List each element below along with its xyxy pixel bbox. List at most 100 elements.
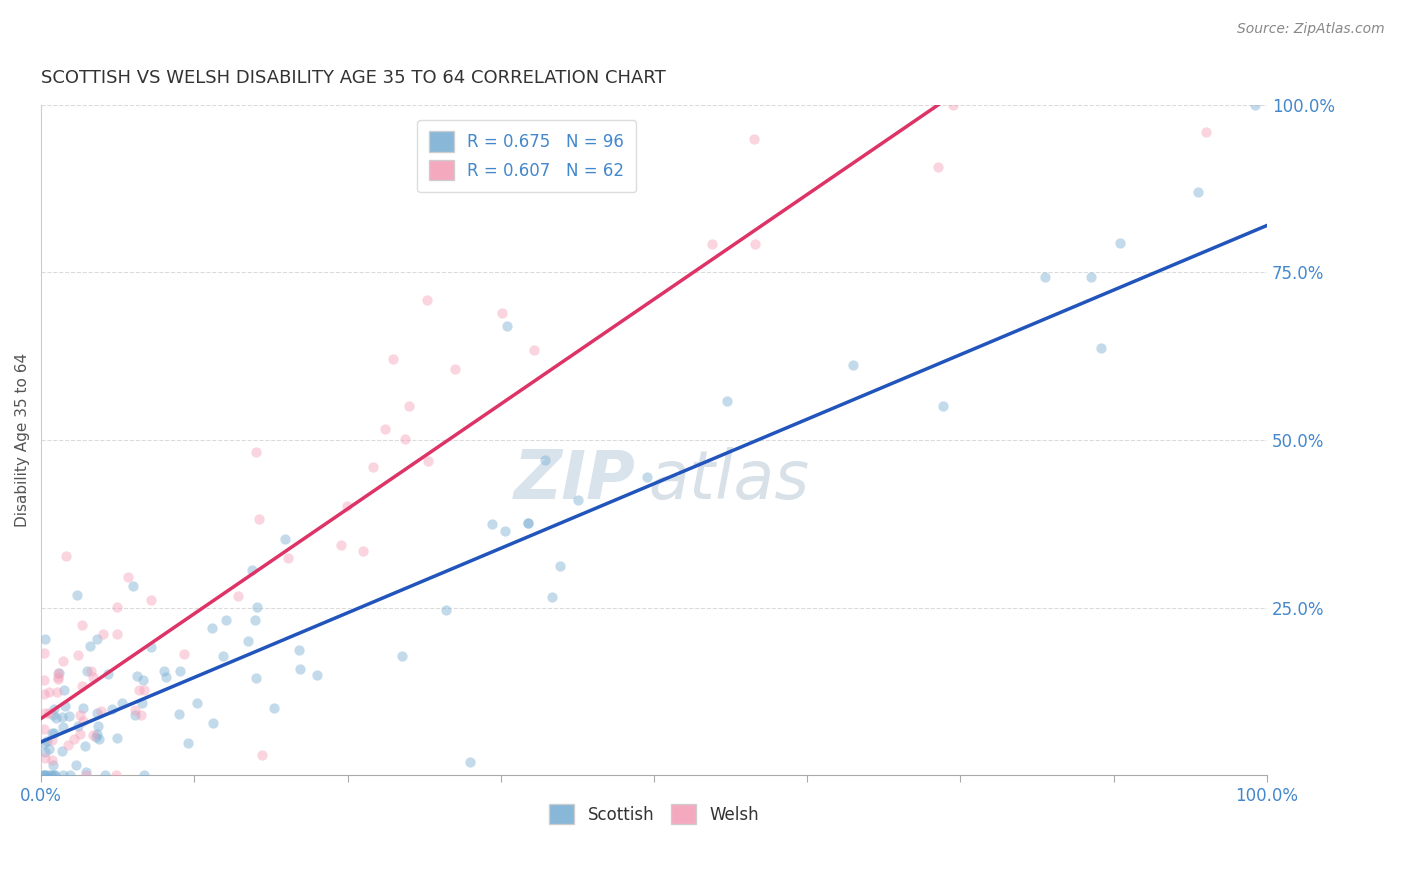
Point	[45, 711, 67, 725]
Point	[523, 343, 546, 358]
Point	[65, 758, 87, 772]
Point	[56, 738, 79, 752]
Point	[90, 704, 112, 718]
Point	[48, 672, 70, 686]
Point	[34, 745, 56, 759]
Point	[288, 643, 311, 657]
Point	[240, 563, 263, 577]
Point	[87, 731, 110, 746]
Point	[42, 702, 65, 716]
Point	[434, 125, 457, 139]
Point	[87, 719, 110, 733]
Point	[842, 358, 865, 372]
Point	[1090, 341, 1112, 355]
Point	[41, 733, 63, 747]
Point	[391, 648, 413, 663]
Point	[75, 768, 97, 782]
Text: atlas: atlas	[648, 448, 808, 514]
Point	[742, 131, 765, 145]
Point	[46, 665, 69, 680]
Point	[382, 352, 405, 367]
Point	[491, 306, 513, 320]
Point	[67, 648, 90, 663]
Point	[86, 632, 108, 646]
Point	[94, 768, 117, 782]
Point	[744, 236, 766, 251]
Point	[111, 696, 134, 710]
Point	[39, 768, 62, 782]
Point	[517, 516, 540, 530]
Point	[942, 97, 965, 112]
Point	[72, 618, 94, 632]
Point	[52, 768, 75, 782]
Point	[75, 764, 97, 779]
Point	[139, 640, 162, 654]
Point	[243, 613, 266, 627]
Point	[55, 549, 77, 563]
Point	[1243, 97, 1265, 112]
Point	[444, 362, 467, 376]
Point	[69, 708, 91, 723]
Point	[58, 709, 80, 723]
Point	[72, 701, 94, 715]
Point	[132, 768, 155, 782]
Point	[100, 702, 122, 716]
Point	[80, 665, 103, 679]
Text: Source: ZipAtlas.com: Source: ZipAtlas.com	[1237, 22, 1385, 37]
Point	[374, 422, 396, 436]
Point	[263, 700, 285, 714]
Point	[557, 125, 579, 139]
Point	[105, 626, 128, 640]
Point	[52, 654, 75, 668]
Point	[434, 602, 457, 616]
Point	[458, 755, 481, 769]
Point	[34, 632, 56, 646]
Point	[34, 751, 56, 765]
Point	[201, 621, 224, 635]
Point	[91, 627, 114, 641]
Point	[236, 634, 259, 648]
Point	[246, 600, 269, 615]
Point	[548, 558, 571, 573]
Point	[129, 708, 152, 723]
Point	[416, 293, 439, 307]
Point	[97, 666, 120, 681]
Point	[32, 646, 55, 660]
Point	[124, 707, 146, 722]
Legend: Scottish, Welsh: Scottish, Welsh	[543, 797, 765, 830]
Point	[212, 648, 235, 663]
Point	[67, 719, 90, 733]
Point	[516, 516, 538, 531]
Point	[250, 748, 273, 763]
Point	[173, 647, 195, 661]
Text: ZIP: ZIP	[513, 448, 636, 514]
Point	[534, 452, 557, 467]
Point	[69, 727, 91, 741]
Point	[228, 589, 250, 603]
Point	[245, 445, 267, 459]
Point	[41, 754, 63, 768]
Point	[716, 394, 738, 409]
Point	[167, 707, 190, 722]
Point	[541, 591, 564, 605]
Point	[494, 524, 516, 538]
Point	[247, 512, 270, 526]
Point	[394, 433, 416, 447]
Point	[128, 682, 150, 697]
Point	[62, 731, 84, 746]
Point	[41, 725, 63, 739]
Point	[105, 731, 128, 745]
Point	[52, 720, 75, 734]
Point	[496, 319, 519, 334]
Point	[76, 664, 98, 678]
Point	[32, 722, 55, 736]
Point	[277, 550, 299, 565]
Point	[75, 739, 97, 753]
Point	[82, 728, 104, 742]
Point	[177, 736, 200, 750]
Point	[1194, 125, 1216, 139]
Point	[41, 708, 63, 723]
Point	[361, 459, 384, 474]
Point	[567, 492, 589, 507]
Point	[105, 599, 128, 614]
